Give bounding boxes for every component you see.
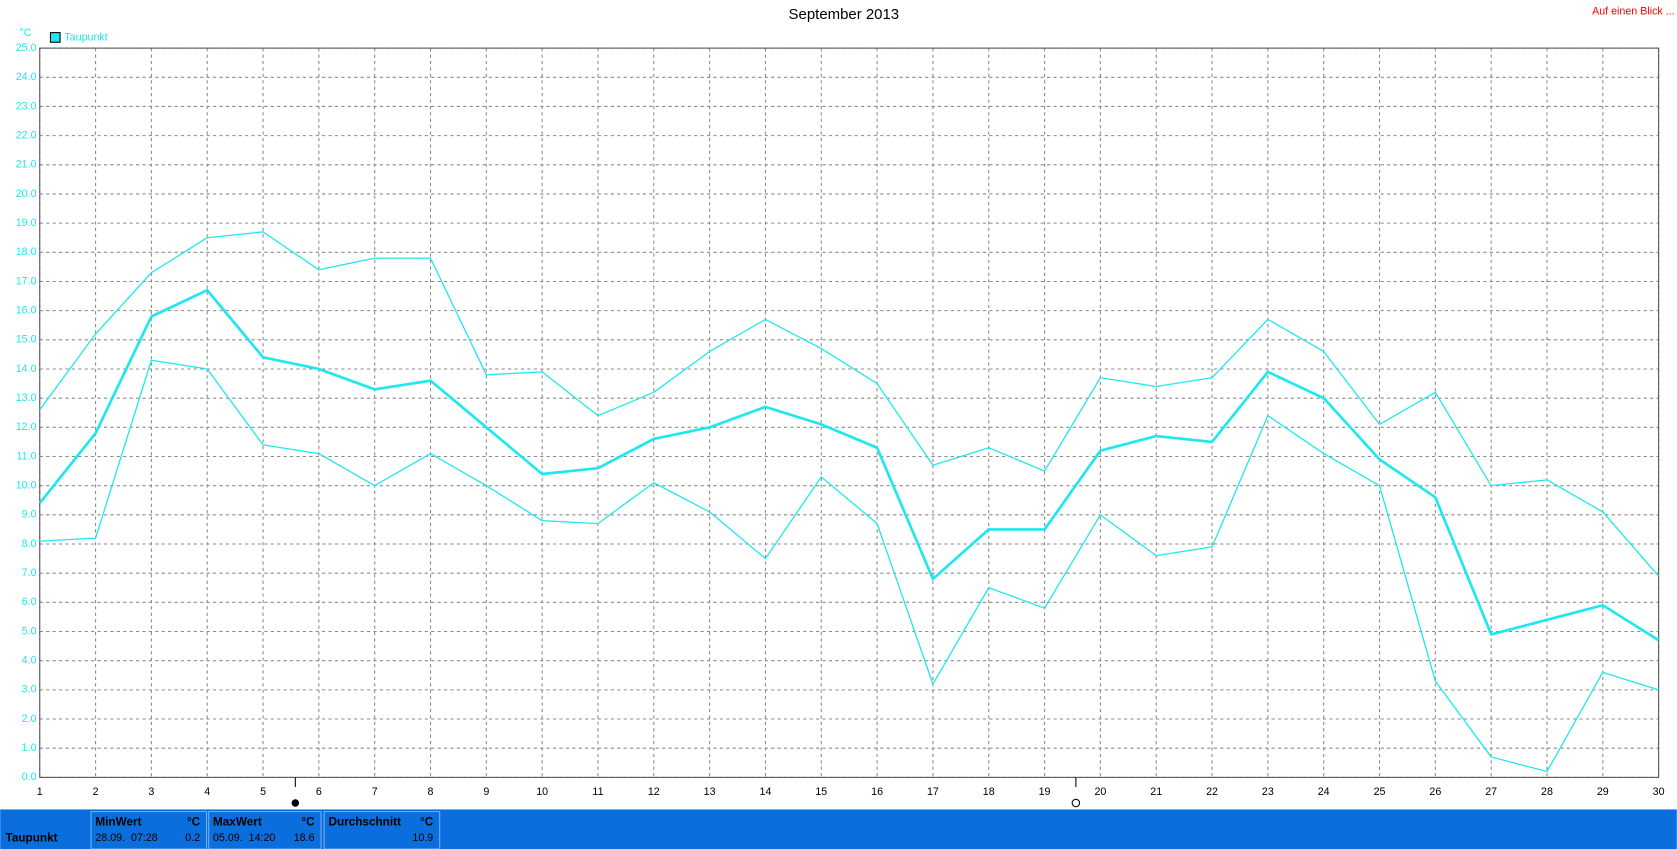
summary-bar: Taupunkt MinWert °C 28.09. 07:28 0.2 MaxWert… — [0, 809, 1677, 849]
x-tick-label: 25 — [1374, 786, 1386, 798]
y-tick-label: 16.0 — [16, 304, 37, 316]
y-tick-label: 12.0 — [16, 421, 37, 433]
y-tick-label: 2.0 — [22, 713, 37, 725]
x-tick-label: 11 — [592, 786, 603, 798]
x-tick-label: 13 — [704, 786, 716, 798]
summary-unit: °C — [187, 815, 201, 828]
y-tick-label: 15.0 — [16, 334, 37, 346]
x-tick-label: 12 — [648, 786, 660, 798]
plot-border — [39, 47, 1660, 778]
new-moon-icon — [291, 799, 300, 807]
x-tick-label: 22 — [1206, 786, 1218, 798]
summary-unit: °C — [420, 815, 434, 828]
x-tick-label: 17 — [927, 786, 939, 798]
y-unit: °C — [19, 27, 31, 39]
summary-header: MinWert — [95, 815, 141, 828]
x-tick-label: 10 — [536, 786, 548, 798]
x-tick-label: 7 — [372, 786, 378, 798]
y-tick-label: 19.0 — [16, 217, 37, 229]
y-tick-label: 0.0 — [22, 771, 37, 783]
series-line — [38, 288, 1660, 642]
x-tick-label: 5 — [260, 786, 266, 798]
x-tick-label: 14 — [760, 786, 772, 798]
x-tick-label: 19 — [1039, 786, 1051, 798]
x-tick-label: 6 — [316, 786, 322, 798]
y-tick-label: 25.0 — [16, 42, 37, 54]
y-tick-label: 13.0 — [16, 392, 37, 404]
summary-cell — [90, 811, 208, 849]
y-tick-label: 8.0 — [22, 538, 37, 550]
series-line — [39, 359, 1659, 773]
x-tick-label: 9 — [483, 786, 489, 798]
summary-background — [0, 809, 1677, 849]
summary-header: Durchschnitt — [328, 815, 401, 828]
x-tick-label: 3 — [148, 786, 154, 798]
y-tick-label: 3.0 — [22, 684, 37, 696]
y-tick-label: 18.0 — [16, 246, 37, 258]
overview-link[interactable]: Auf einen Blick ... — [1592, 6, 1675, 18]
y-tick-label: 6.0 — [22, 596, 37, 608]
x-tick-label: 27 — [1485, 786, 1497, 798]
y-tick-label: 5.0 — [22, 625, 37, 637]
x-tick-label: 28 — [1541, 786, 1553, 798]
x-tick-label: 1 — [37, 786, 43, 798]
summary-cell — [323, 811, 441, 849]
chart-title: September 2013 — [789, 6, 900, 23]
x-tick-label: 26 — [1429, 786, 1441, 798]
x-tick-label: 2 — [93, 786, 99, 798]
y-tick-label: 20.0 — [16, 188, 37, 200]
full-moon-icon — [1071, 798, 1081, 808]
x-tick-label: 4 — [204, 786, 210, 798]
summary-row-label: Taupunkt — [6, 831, 58, 844]
y-tick-label: 24.0 — [16, 71, 37, 83]
summary-value: 18.6 — [294, 832, 315, 844]
x-tick-label: 23 — [1262, 786, 1274, 798]
y-tick-label: 22.0 — [16, 129, 37, 141]
summary-cell — [208, 811, 322, 849]
x-tick-label: 20 — [1094, 786, 1106, 798]
y-tick-label: 1.0 — [22, 742, 37, 754]
y-tick-label: 11.0 — [17, 450, 37, 462]
x-tick-label: 15 — [815, 786, 827, 798]
summary-time: 05.09. 14:20 — [213, 832, 275, 844]
y-tick-label: 7.0 — [22, 567, 37, 579]
y-tick-label: 10.0 — [16, 479, 37, 491]
legend-label: Taupunkt — [64, 31, 107, 43]
plot: 0.01.02.03.04.05.06.07.08.09.010.011.012… — [16, 42, 1665, 798]
series-line — [39, 231, 1660, 577]
legend-swatch — [49, 32, 61, 43]
y-tick-label: 4.0 — [22, 655, 37, 667]
summary-value: 0.2 — [185, 832, 200, 844]
summary-columns: MinWert °C 28.09. 07:28 0.2 MaxWert °C 05.09. … — [90, 811, 441, 849]
summary-value: 10.9 — [412, 832, 433, 844]
x-tick-label: 30 — [1653, 786, 1665, 798]
x-tick-label: 29 — [1597, 786, 1609, 798]
x-tick-label: 24 — [1318, 786, 1330, 798]
x-tick-label: 18 — [983, 786, 995, 798]
summary-header: MaxWert — [213, 815, 262, 828]
summary-unit: °C — [301, 815, 315, 828]
x-tick-label: 21 — [1150, 786, 1162, 798]
x-tick-label: 16 — [871, 786, 883, 798]
y-tick-label: 23.0 — [16, 100, 37, 112]
x-tick-label: 8 — [428, 786, 434, 798]
y-tick-label: 14.0 — [16, 363, 37, 375]
y-tick-label: 21.0 — [16, 159, 37, 171]
y-tick-label: 9.0 — [22, 509, 37, 521]
y-tick-label: 17.0 — [16, 275, 37, 287]
summary-time: 28.09. 07:28 — [95, 832, 157, 844]
